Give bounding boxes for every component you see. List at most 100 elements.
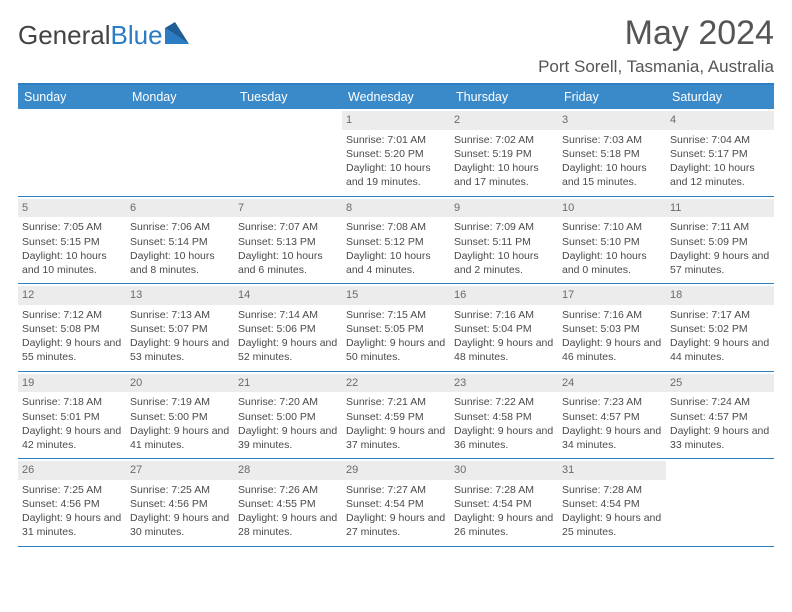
calendar: Sunday Monday Tuesday Wednesday Thursday… bbox=[18, 83, 774, 547]
sunrise-text: Sunrise: 7:25 AM bbox=[22, 483, 122, 497]
sunset-text: Sunset: 4:58 PM bbox=[454, 410, 554, 424]
sunset-text: Sunset: 5:18 PM bbox=[562, 147, 662, 161]
day-head: Saturday bbox=[666, 85, 774, 109]
logo-word-a: General bbox=[18, 20, 111, 50]
sunset-text: Sunset: 5:10 PM bbox=[562, 235, 662, 249]
day-number: 16 bbox=[450, 286, 558, 305]
sunrise-text: Sunrise: 7:01 AM bbox=[346, 133, 446, 147]
sunrise-text: Sunrise: 7:04 AM bbox=[670, 133, 770, 147]
sunrise-text: Sunrise: 7:17 AM bbox=[670, 308, 770, 322]
daylight-text: Daylight: 10 hours and 17 minutes. bbox=[454, 161, 554, 189]
day-cell: 18Sunrise: 7:17 AMSunset: 5:02 PMDayligh… bbox=[666, 284, 774, 371]
daylight-text: Daylight: 10 hours and 6 minutes. bbox=[238, 249, 338, 277]
sunrise-text: Sunrise: 7:11 AM bbox=[670, 220, 770, 234]
day-number: 24 bbox=[558, 374, 666, 393]
day-cell: 1Sunrise: 7:01 AMSunset: 5:20 PMDaylight… bbox=[342, 109, 450, 196]
day-cell: 13Sunrise: 7:13 AMSunset: 5:07 PMDayligh… bbox=[126, 284, 234, 371]
day-number: 3 bbox=[558, 111, 666, 130]
day-number: 10 bbox=[558, 199, 666, 218]
day-cell: 9Sunrise: 7:09 AMSunset: 5:11 PMDaylight… bbox=[450, 197, 558, 284]
week-row: 26Sunrise: 7:25 AMSunset: 4:56 PMDayligh… bbox=[18, 459, 774, 547]
sunrise-text: Sunrise: 7:24 AM bbox=[670, 395, 770, 409]
day-cell: 25Sunrise: 7:24 AMSunset: 4:57 PMDayligh… bbox=[666, 372, 774, 459]
sunset-text: Sunset: 4:54 PM bbox=[346, 497, 446, 511]
sunrise-text: Sunrise: 7:13 AM bbox=[130, 308, 230, 322]
day-cell bbox=[18, 109, 126, 196]
day-number: 8 bbox=[342, 199, 450, 218]
sunset-text: Sunset: 4:59 PM bbox=[346, 410, 446, 424]
sunset-text: Sunset: 5:00 PM bbox=[130, 410, 230, 424]
day-cell bbox=[666, 459, 774, 546]
day-cell: 23Sunrise: 7:22 AMSunset: 4:58 PMDayligh… bbox=[450, 372, 558, 459]
daylight-text: Daylight: 9 hours and 28 minutes. bbox=[238, 511, 338, 539]
sunrise-text: Sunrise: 7:19 AM bbox=[130, 395, 230, 409]
weeks-container: 1Sunrise: 7:01 AMSunset: 5:20 PMDaylight… bbox=[18, 109, 774, 547]
sunset-text: Sunset: 5:01 PM bbox=[22, 410, 122, 424]
daylight-text: Daylight: 9 hours and 37 minutes. bbox=[346, 424, 446, 452]
day-head: Wednesday bbox=[342, 85, 450, 109]
sunset-text: Sunset: 5:20 PM bbox=[346, 147, 446, 161]
daylight-text: Daylight: 9 hours and 53 minutes. bbox=[130, 336, 230, 364]
daylight-text: Daylight: 9 hours and 46 minutes. bbox=[562, 336, 662, 364]
day-number: 27 bbox=[126, 461, 234, 480]
sunrise-text: Sunrise: 7:15 AM bbox=[346, 308, 446, 322]
day-cell: 8Sunrise: 7:08 AMSunset: 5:12 PMDaylight… bbox=[342, 197, 450, 284]
sunset-text: Sunset: 4:54 PM bbox=[562, 497, 662, 511]
day-number: 30 bbox=[450, 461, 558, 480]
sunrise-text: Sunrise: 7:18 AM bbox=[22, 395, 122, 409]
day-cell: 22Sunrise: 7:21 AMSunset: 4:59 PMDayligh… bbox=[342, 372, 450, 459]
day-cell: 24Sunrise: 7:23 AMSunset: 4:57 PMDayligh… bbox=[558, 372, 666, 459]
week-row: 5Sunrise: 7:05 AMSunset: 5:15 PMDaylight… bbox=[18, 197, 774, 285]
daylight-text: Daylight: 10 hours and 15 minutes. bbox=[562, 161, 662, 189]
day-cell: 31Sunrise: 7:28 AMSunset: 4:54 PMDayligh… bbox=[558, 459, 666, 546]
week-row: 19Sunrise: 7:18 AMSunset: 5:01 PMDayligh… bbox=[18, 372, 774, 460]
sunrise-text: Sunrise: 7:20 AM bbox=[238, 395, 338, 409]
sunrise-text: Sunrise: 7:28 AM bbox=[562, 483, 662, 497]
day-cell: 2Sunrise: 7:02 AMSunset: 5:19 PMDaylight… bbox=[450, 109, 558, 196]
day-number: 29 bbox=[342, 461, 450, 480]
day-cell: 26Sunrise: 7:25 AMSunset: 4:56 PMDayligh… bbox=[18, 459, 126, 546]
daylight-text: Daylight: 10 hours and 0 minutes. bbox=[562, 249, 662, 277]
day-head: Monday bbox=[126, 85, 234, 109]
day-head: Friday bbox=[558, 85, 666, 109]
logo: GeneralBlue bbox=[18, 20, 193, 51]
daylight-text: Daylight: 9 hours and 52 minutes. bbox=[238, 336, 338, 364]
sunset-text: Sunset: 4:55 PM bbox=[238, 497, 338, 511]
sunset-text: Sunset: 5:15 PM bbox=[22, 235, 122, 249]
daylight-text: Daylight: 10 hours and 19 minutes. bbox=[346, 161, 446, 189]
day-cell: 20Sunrise: 7:19 AMSunset: 5:00 PMDayligh… bbox=[126, 372, 234, 459]
day-number: 31 bbox=[558, 461, 666, 480]
logo-word-b: Blue bbox=[111, 20, 163, 50]
day-head: Sunday bbox=[18, 85, 126, 109]
day-number: 26 bbox=[18, 461, 126, 480]
sunrise-text: Sunrise: 7:26 AM bbox=[238, 483, 338, 497]
sunset-text: Sunset: 5:13 PM bbox=[238, 235, 338, 249]
sunset-text: Sunset: 5:04 PM bbox=[454, 322, 554, 336]
daylight-text: Daylight: 9 hours and 26 minutes. bbox=[454, 511, 554, 539]
sunset-text: Sunset: 5:09 PM bbox=[670, 235, 770, 249]
sunset-text: Sunset: 5:12 PM bbox=[346, 235, 446, 249]
day-cell: 28Sunrise: 7:26 AMSunset: 4:55 PMDayligh… bbox=[234, 459, 342, 546]
logo-text: GeneralBlue bbox=[18, 20, 163, 51]
day-number: 15 bbox=[342, 286, 450, 305]
sunset-text: Sunset: 4:54 PM bbox=[454, 497, 554, 511]
day-cell bbox=[234, 109, 342, 196]
day-cell: 15Sunrise: 7:15 AMSunset: 5:05 PMDayligh… bbox=[342, 284, 450, 371]
day-number: 11 bbox=[666, 199, 774, 218]
sunrise-text: Sunrise: 7:09 AM bbox=[454, 220, 554, 234]
day-cell: 19Sunrise: 7:18 AMSunset: 5:01 PMDayligh… bbox=[18, 372, 126, 459]
triangle-icon bbox=[165, 22, 193, 49]
day-number: 9 bbox=[450, 199, 558, 218]
sunrise-text: Sunrise: 7:03 AM bbox=[562, 133, 662, 147]
daylight-text: Daylight: 9 hours and 27 minutes. bbox=[346, 511, 446, 539]
daylight-text: Daylight: 9 hours and 44 minutes. bbox=[670, 336, 770, 364]
sunrise-text: Sunrise: 7:16 AM bbox=[562, 308, 662, 322]
sunrise-text: Sunrise: 7:06 AM bbox=[130, 220, 230, 234]
sunset-text: Sunset: 5:05 PM bbox=[346, 322, 446, 336]
daylight-text: Daylight: 9 hours and 33 minutes. bbox=[670, 424, 770, 452]
daylight-text: Daylight: 9 hours and 48 minutes. bbox=[454, 336, 554, 364]
sunrise-text: Sunrise: 7:21 AM bbox=[346, 395, 446, 409]
day-cell: 17Sunrise: 7:16 AMSunset: 5:03 PMDayligh… bbox=[558, 284, 666, 371]
day-cell: 21Sunrise: 7:20 AMSunset: 5:00 PMDayligh… bbox=[234, 372, 342, 459]
day-number: 21 bbox=[234, 374, 342, 393]
